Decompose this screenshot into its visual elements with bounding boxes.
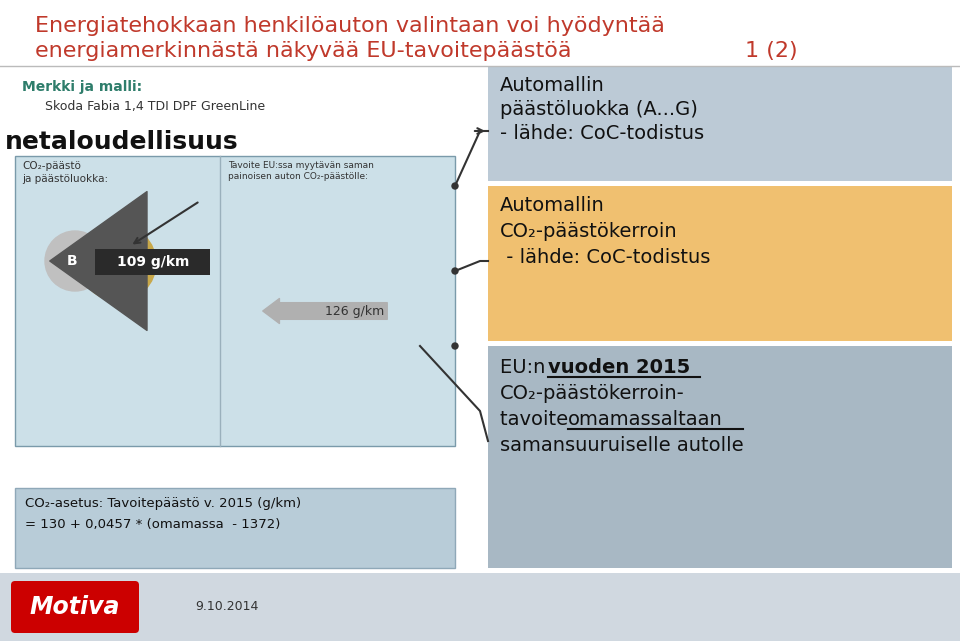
Text: Merkki ja malli:: Merkki ja malli: xyxy=(22,80,142,94)
Text: 109 g/km: 109 g/km xyxy=(117,255,189,269)
Text: = 130 + 0,0457 * (omamassa  - 1372): = 130 + 0,0457 * (omamassa - 1372) xyxy=(25,518,280,531)
Text: netaloudellisuus: netaloudellisuus xyxy=(5,130,239,154)
Text: 126 g/km: 126 g/km xyxy=(325,304,385,317)
Circle shape xyxy=(80,225,156,301)
Text: vuoden 2015: vuoden 2015 xyxy=(548,358,690,377)
Text: CO₂-päästökerroin: CO₂-päästökerroin xyxy=(500,222,678,241)
Text: päästöluokka (A...G): päästöluokka (A...G) xyxy=(500,100,698,119)
Text: B: B xyxy=(66,254,78,268)
Text: energiamerkinnästä näkyvää EU-tavoitepäästöä: energiamerkinnästä näkyvää EU-tavoitepää… xyxy=(35,41,571,61)
Circle shape xyxy=(452,343,458,349)
Text: CO₂-päästö
ja päästöluokka:: CO₂-päästö ja päästöluokka: xyxy=(22,161,108,184)
FancyBboxPatch shape xyxy=(488,186,952,341)
Text: CO₂-asetus: Tavoitepäästö v. 2015 (g/km): CO₂-asetus: Tavoitepäästö v. 2015 (g/km) xyxy=(25,497,301,510)
Text: samansuuruiselle autolle: samansuuruiselle autolle xyxy=(500,436,744,455)
FancyBboxPatch shape xyxy=(488,66,952,181)
Text: omamassaltaan: omamassaltaan xyxy=(568,410,723,429)
Text: Automallin: Automallin xyxy=(500,196,605,215)
FancyBboxPatch shape xyxy=(95,249,210,275)
Text: Energiatehokkaan henkilöauton valintaan voi hyödyntää: Energiatehokkaan henkilöauton valintaan … xyxy=(35,16,665,36)
Text: Tavoite EU:ssa myytävän saman
painoisen auton CO₂-päästölle:: Tavoite EU:ssa myytävän saman painoisen … xyxy=(228,161,373,181)
Text: EU:n: EU:n xyxy=(500,358,552,377)
Circle shape xyxy=(45,231,105,291)
Text: Skoda Fabia 1,4 TDI DPF GreenLine: Skoda Fabia 1,4 TDI DPF GreenLine xyxy=(45,100,265,113)
FancyBboxPatch shape xyxy=(488,346,952,568)
Text: Automallin: Automallin xyxy=(500,76,605,95)
FancyBboxPatch shape xyxy=(11,581,139,633)
Circle shape xyxy=(452,183,458,189)
Text: Motiva: Motiva xyxy=(30,595,120,619)
FancyBboxPatch shape xyxy=(0,573,960,641)
Text: CO₂-päästökerroin-: CO₂-päästökerroin- xyxy=(500,384,684,403)
Text: - lähde: CoC-todistus: - lähde: CoC-todistus xyxy=(500,248,710,267)
Text: 1 (2): 1 (2) xyxy=(745,41,798,61)
FancyArrowPatch shape xyxy=(263,299,387,324)
Text: 9.10.2014: 9.10.2014 xyxy=(195,601,258,613)
Text: tavoite: tavoite xyxy=(500,410,574,429)
FancyBboxPatch shape xyxy=(15,156,455,446)
Text: - lähde: CoC-todistus: - lähde: CoC-todistus xyxy=(500,124,704,143)
FancyBboxPatch shape xyxy=(15,488,455,568)
Circle shape xyxy=(452,268,458,274)
